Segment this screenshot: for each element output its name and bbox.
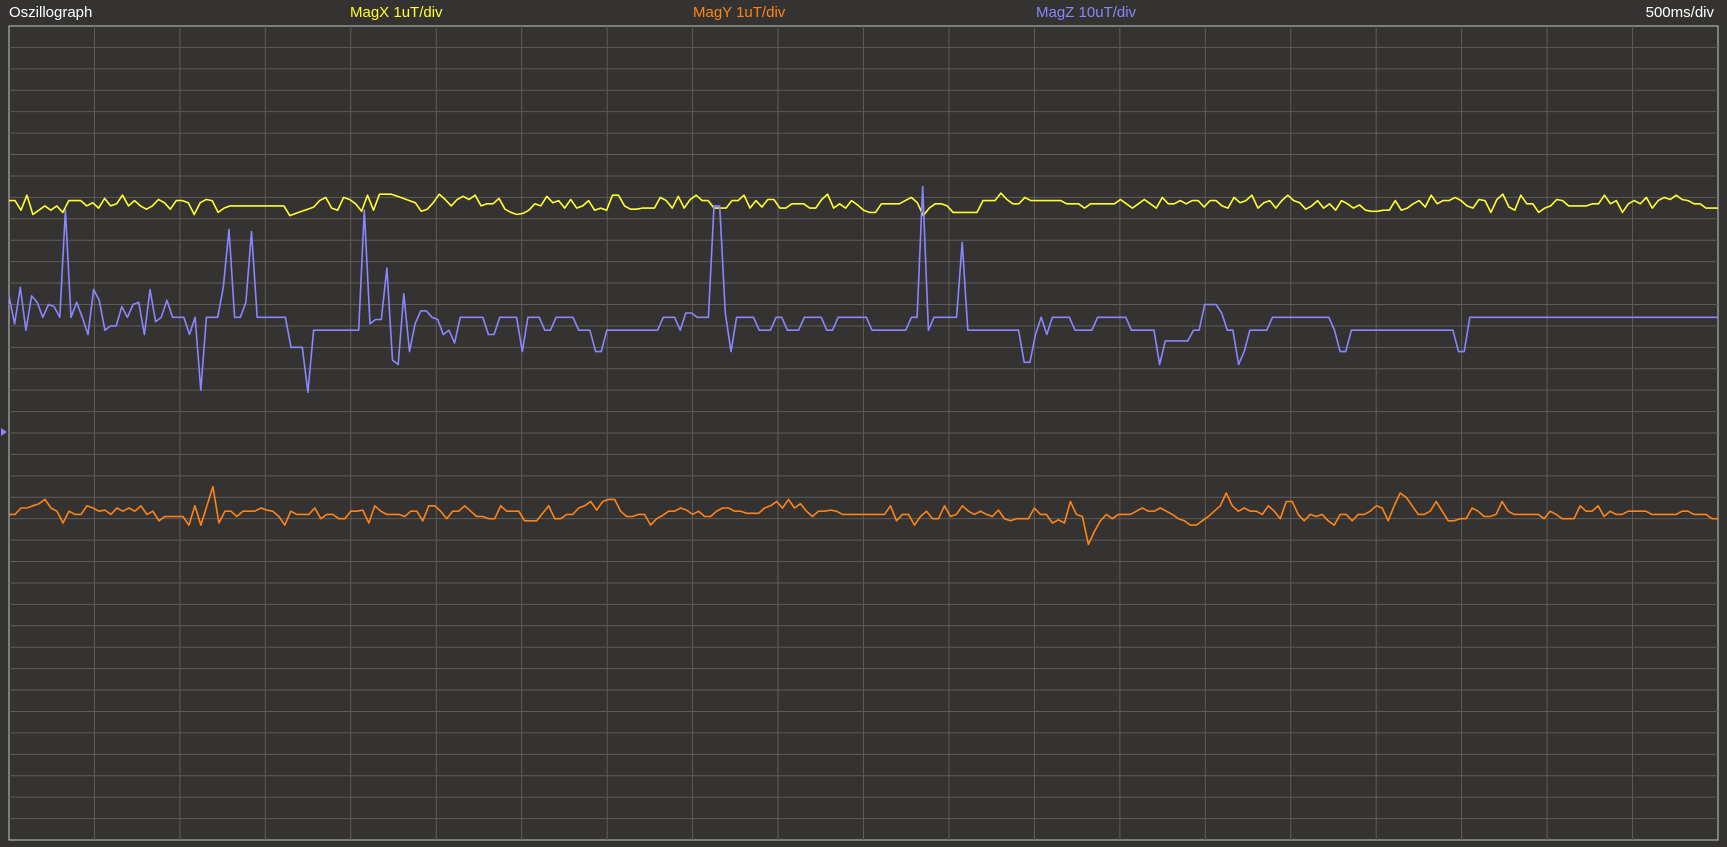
header-bar: Oszillograph MagX 1uT/div MagY 1uT/div M…	[0, 0, 1727, 26]
trace-magy	[9, 485, 1718, 546]
channel-label-magy[interactable]: MagY 1uT/div	[693, 4, 786, 21]
channel-label-magx[interactable]: MagX 1uT/div	[350, 4, 443, 21]
timebase-label[interactable]: 500ms/div	[1645, 4, 1714, 21]
trace-magz	[8, 185, 1718, 394]
trace-magx	[9, 192, 1718, 217]
magz-ground-marker	[1, 428, 7, 436]
window-title: Oszillograph	[9, 4, 93, 21]
channel-label-magz[interactable]: MagZ 10uT/div	[1036, 4, 1137, 21]
